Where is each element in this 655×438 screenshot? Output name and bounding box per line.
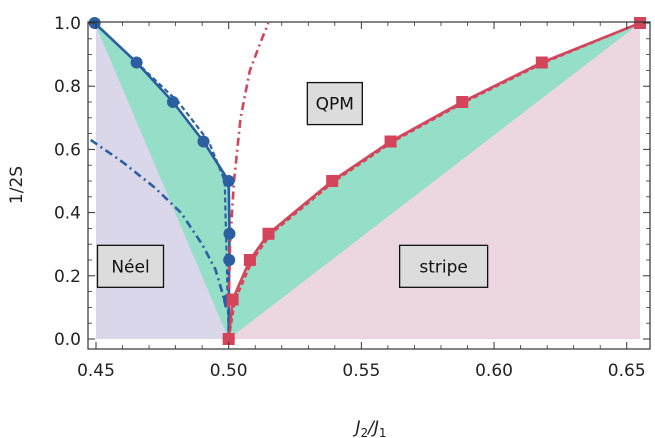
square-marker-4 [326,175,339,187]
plot-frame [87,21,651,350]
region-label-2: stripe [419,257,468,277]
region-label-0: Néel [111,257,149,277]
square-marker-3 [262,227,275,240]
series-line-5 [227,22,270,308]
square-marker-0 [222,333,235,345]
y-tick-label: 0.8 [54,77,81,97]
x-tick-label: 0.65 [608,361,646,381]
square-marker-1 [226,293,239,306]
qpm-region [94,23,640,339]
square-marker-6 [456,96,469,108]
axis-ticks: 0.45 0.50 0.55 0.60 0.65 0.0 0.2 0.4 0.6 0.8 1.0 [54,14,650,381]
series-markers [88,17,646,345]
circle-marker-2 [166,96,179,108]
region-label-box-0 [96,244,165,288]
x-tick-label: 0.60 [475,361,513,381]
x-label-sep: /J [366,418,379,438]
circle-marker-6 [223,254,236,266]
series-line-2 [93,22,230,340]
x-label-main: J [352,418,360,438]
region-label-box-2 [398,244,489,288]
y-tick-label: 0.6 [54,140,81,160]
square-marker-8 [634,17,646,29]
y-tick-label: 0.4 [54,204,81,224]
region-label-1: QPM [316,95,354,115]
square-marker-7 [535,56,548,69]
x-tick-label: 0.55 [342,361,380,381]
y-axis-label: 1/2S [7,166,27,204]
x-label-sub1: 2 [360,426,368,438]
x-tick-label: 0.45 [77,361,115,381]
region-label-box-1 [306,81,363,126]
square-marker-5 [384,135,397,148]
circle-marker-3 [197,135,210,148]
series-line-4 [89,138,228,308]
circle-marker-4 [222,175,235,187]
x-axis-label: J2/J1 [352,418,386,438]
y-tick-label: 1.0 [54,14,81,34]
x-label-sub2: 1 [379,426,387,438]
circle-marker-1 [130,56,143,69]
phase-regions [94,23,640,339]
x-tick-label: 0.50 [210,361,248,381]
square-marker-2 [243,254,256,266]
series-line-3 [227,21,641,340]
circle-marker-5 [223,227,236,240]
y-tick-label: 0.2 [54,267,81,287]
region-labels: Néel QPM stripe [96,81,489,288]
y-tick-label: 0.0 [54,330,81,350]
